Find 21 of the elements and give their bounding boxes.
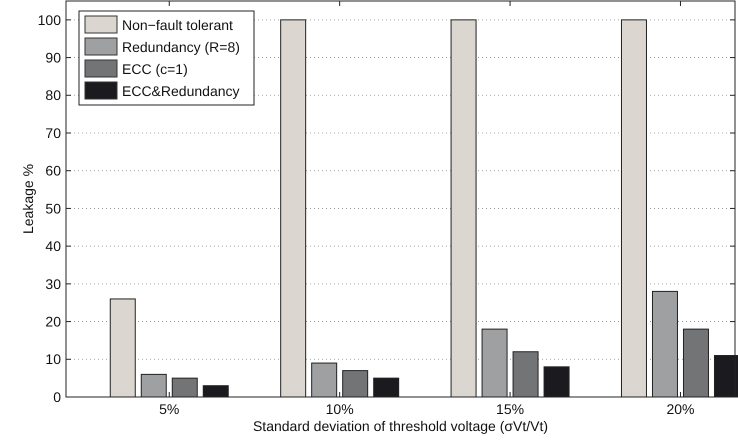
x-tick-label: 20% — [666, 401, 694, 417]
y-axis-title: Leakage % — [20, 164, 36, 234]
legend-label: ECC&Redundancy — [122, 82, 240, 99]
legend-label: ECC (c=1) — [122, 60, 188, 77]
y-tick-label: 0 — [53, 388, 62, 405]
y-tick-label: 80 — [45, 87, 62, 104]
y-tick-label: 10 — [45, 351, 62, 368]
x-tick-label: 15% — [496, 401, 524, 417]
x-tick-label: 5% — [159, 401, 180, 417]
y-tick-label: 30 — [45, 276, 62, 292]
legend-label: Non−fault tolerant — [122, 16, 234, 33]
y-tick-label: 20 — [45, 313, 62, 330]
y-tick-label: 90 — [45, 49, 62, 66]
y-tick-label: 60 — [45, 162, 62, 179]
x-axis-title: Standard deviation of threshold voltage (σVt/Vt) — [252, 418, 548, 434]
legend-label: Redundancy (R=8) — [122, 38, 240, 55]
x-tick-label: 10% — [326, 401, 354, 417]
y-tick-label: 40 — [45, 238, 62, 254]
y-tick-label: 50 — [45, 200, 62, 216]
y-tick-label: 100 — [38, 12, 62, 28]
y-tick-label: 70 — [45, 124, 62, 141]
